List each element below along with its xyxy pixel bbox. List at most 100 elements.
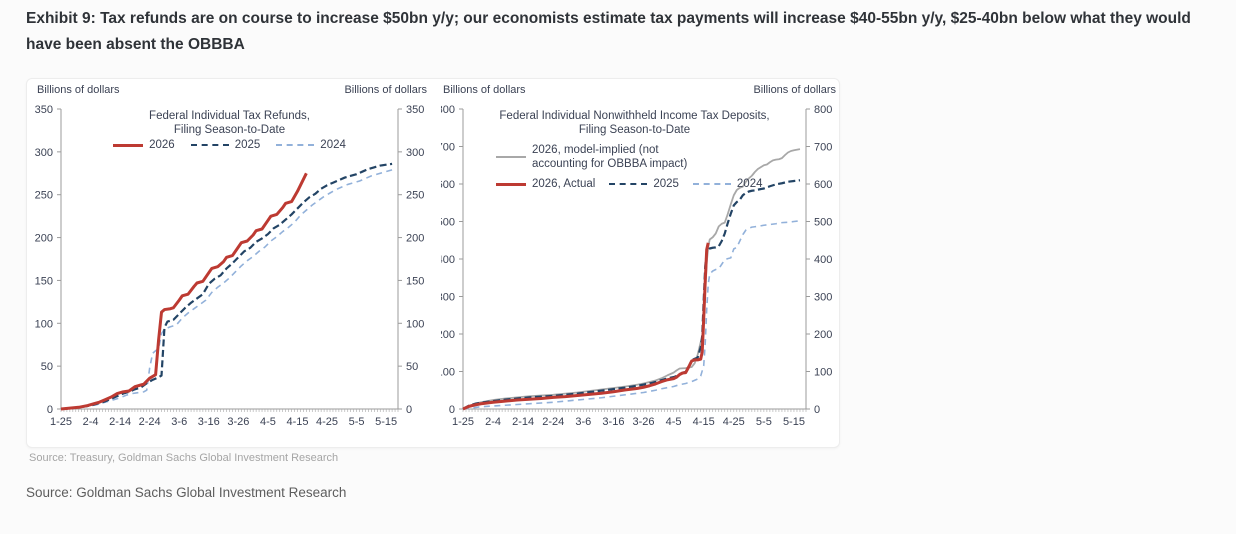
svg-text:4-25: 4-25	[316, 416, 338, 428]
svg-text:350: 350	[35, 104, 53, 116]
deposits-chart: 0 0 100 100 200 200 300 300 400 400 500 500 600 600 70…	[441, 79, 839, 447]
legend-label: 2025	[653, 178, 679, 190]
svg-text:0: 0	[814, 404, 820, 416]
svg-text:0: 0	[47, 404, 53, 416]
chart-title-line1: Federal Individual Tax Refunds,	[149, 110, 310, 122]
line-swatch-2026	[113, 143, 144, 147]
svg-text:4-5: 4-5	[260, 416, 276, 428]
legend-item-2024: 2024	[276, 139, 346, 151]
y-axis-unit-right: Billions of dollars	[753, 84, 836, 96]
line-swatch-2024	[692, 183, 731, 185]
refunds-plot: 0 0 50 50 100 100 150 150 200 200 250 250 300 300 350 3…	[35, 104, 425, 428]
svg-text:4-25: 4-25	[723, 416, 745, 428]
chart-card: 0 0 50 50 100 100 150 150 200 200 250 250 300 300 350 3…	[26, 78, 840, 448]
page-source-note: Source: Goldman Sachs Global Investment …	[26, 485, 347, 500]
svg-text:500: 500	[441, 217, 455, 229]
legend: 2026 2025 2024	[61, 139, 398, 151]
svg-text:200: 200	[441, 329, 455, 341]
exhibit-title: Exhibit 9: Tax refunds are on course to …	[26, 10, 1191, 53]
svg-text:350: 350	[406, 104, 424, 116]
svg-text:5-15: 5-15	[783, 416, 805, 428]
svg-text:4-15: 4-15	[286, 416, 308, 428]
legend-label: 2024	[320, 139, 346, 151]
chart-source-note: Source: Treasury, Goldman Sachs Global I…	[29, 452, 339, 464]
svg-text:600: 600	[814, 179, 832, 191]
svg-text:3-26: 3-26	[633, 416, 655, 428]
svg-text:200: 200	[35, 233, 53, 245]
svg-text:150: 150	[406, 275, 424, 287]
svg-text:2-24: 2-24	[139, 416, 161, 428]
svg-text:3-16: 3-16	[602, 416, 624, 428]
svg-text:200: 200	[814, 329, 832, 341]
chart-title: Federal Individual Nonwithheld Income Ta…	[463, 109, 806, 137]
deposits-plot: 0 0 100 100 200 200 300 300 400 400 500 500 600 600 70…	[441, 104, 832, 428]
svg-text:300: 300	[406, 147, 424, 159]
svg-text:2-14: 2-14	[512, 416, 534, 428]
svg-text:300: 300	[441, 292, 455, 304]
legend-label: 2026, model-implied (not accounting for O…	[532, 144, 688, 170]
svg-text:800: 800	[441, 104, 455, 116]
y-axis-unit-left: Billions of dollars	[37, 84, 120, 96]
svg-text:250: 250	[35, 190, 53, 202]
svg-text:200: 200	[406, 233, 424, 245]
svg-text:1-25: 1-25	[452, 416, 474, 428]
svg-text:50: 50	[41, 361, 53, 373]
svg-text:700: 700	[441, 142, 455, 154]
y-axis-unit-right: Billions of dollars	[344, 84, 427, 96]
svg-text:1-25: 1-25	[50, 416, 72, 428]
chart-title: Federal Individual Tax Refunds, Filing S…	[61, 109, 398, 137]
svg-text:400: 400	[441, 254, 455, 266]
svg-text:50: 50	[406, 361, 418, 373]
legend-model-implied: 2026, model-implied (not accounting for O…	[496, 143, 687, 171]
line-swatch-2026-actual	[496, 182, 526, 186]
line-swatch-2025	[609, 183, 648, 185]
svg-text:5-15: 5-15	[375, 416, 397, 428]
svg-text:300: 300	[814, 292, 832, 304]
svg-text:250: 250	[406, 190, 424, 202]
legend-label: 2026, Actual	[532, 178, 596, 190]
svg-text:5-5: 5-5	[349, 416, 365, 428]
svg-text:300: 300	[35, 147, 53, 159]
legend-item-2024: 2024	[692, 178, 763, 190]
chart-title-line2: Filing Season-to-Date	[173, 124, 286, 136]
legend-item-2026: 2026	[113, 139, 175, 151]
svg-text:100: 100	[441, 367, 455, 379]
line-swatch-2026-model	[496, 156, 526, 158]
line-swatch-2025	[190, 144, 229, 146]
chart-title-line2: Filing Season-to-Date	[578, 124, 691, 136]
svg-text:3-26: 3-26	[227, 416, 249, 428]
svg-text:0: 0	[406, 404, 412, 416]
svg-text:700: 700	[814, 142, 832, 154]
legend-item-2025: 2025	[609, 178, 679, 190]
legend-label: 2026	[149, 139, 175, 151]
svg-text:400: 400	[814, 254, 832, 266]
svg-text:3-16: 3-16	[198, 416, 220, 428]
legend-item-2026-model: 2026, model-implied (not accounting for O…	[496, 143, 687, 171]
svg-text:100: 100	[406, 318, 424, 330]
legend-label: 2025	[234, 139, 261, 151]
svg-text:3-6: 3-6	[575, 416, 591, 428]
svg-text:800: 800	[814, 104, 832, 116]
svg-text:4-5: 4-5	[666, 416, 682, 428]
legend-item-2025: 2025	[190, 139, 261, 151]
refunds-chart: 0 0 50 50 100 100 150 150 200 200 250 250 300 300 350 3…	[27, 79, 441, 447]
svg-text:150: 150	[35, 275, 53, 287]
legend-item-2026-actual: 2026, Actual	[496, 178, 595, 190]
svg-text:4-15: 4-15	[693, 416, 715, 428]
svg-text:500: 500	[814, 217, 832, 229]
svg-text:100: 100	[35, 318, 53, 330]
svg-text:2-14: 2-14	[109, 416, 131, 428]
svg-text:5-5: 5-5	[756, 416, 772, 428]
y-axis-unit-left: Billions of dollars	[443, 84, 526, 96]
line-swatch-2024	[276, 144, 315, 146]
svg-text:600: 600	[441, 179, 455, 191]
svg-text:3-6: 3-6	[171, 416, 187, 428]
chart-title-line1: Federal Individual Nonwithheld Income Ta…	[499, 110, 770, 122]
legend-label: 2024	[736, 178, 763, 190]
svg-text:2-24: 2-24	[542, 416, 564, 428]
svg-text:100: 100	[814, 367, 832, 379]
svg-text:0: 0	[449, 404, 455, 416]
legend: 2026, Actual 2025 2024	[496, 178, 763, 190]
svg-text:2-4: 2-4	[83, 416, 99, 428]
svg-text:2-4: 2-4	[485, 416, 501, 428]
